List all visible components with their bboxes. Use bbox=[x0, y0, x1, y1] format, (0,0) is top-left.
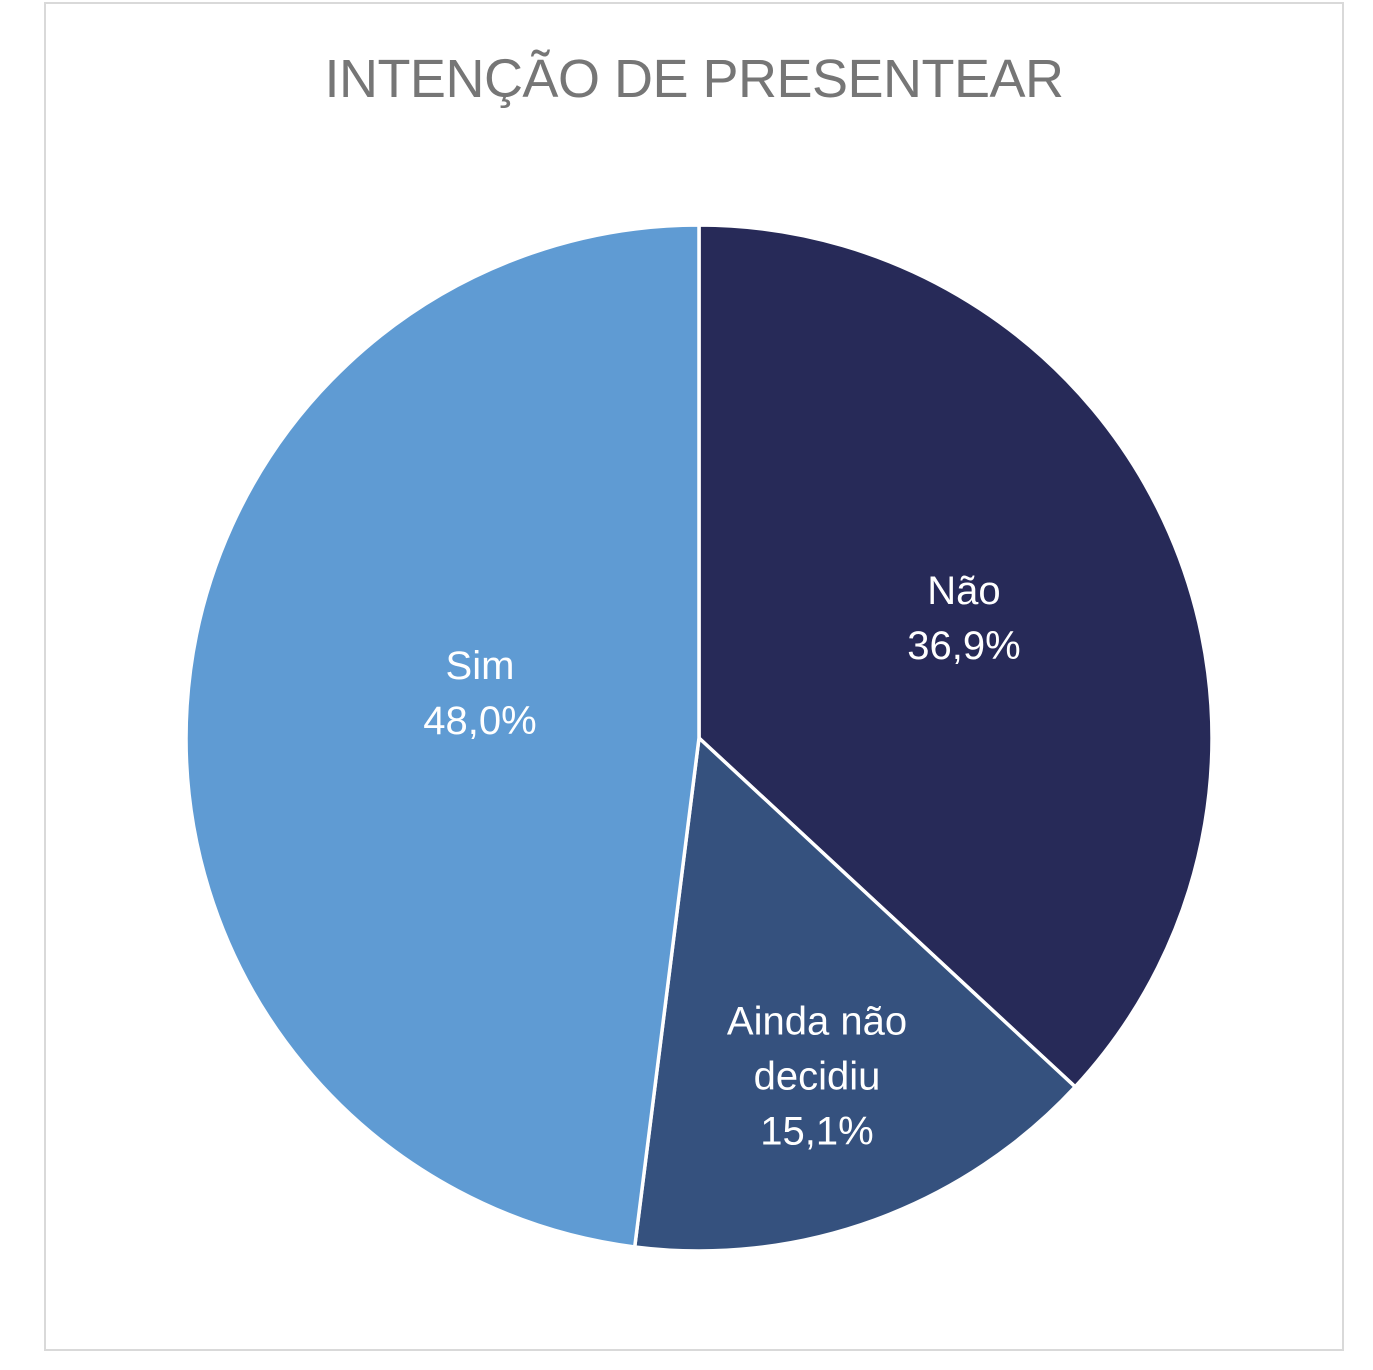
slice-name-sim: Sim bbox=[445, 644, 515, 688]
slice-name-nao: Não bbox=[927, 569, 1001, 613]
slice-name-ainda-nao-decidiu: Ainda não decidiu bbox=[726, 999, 908, 1099]
pie-slice-ainda-nao-decidiu bbox=[632, 736, 1077, 1253]
slice-percent-sim: 48,0% bbox=[423, 699, 537, 743]
pie-slice-nao bbox=[697, 223, 1214, 1089]
pie-slice-sim bbox=[184, 223, 701, 1249]
slice-label-sim: Sim 48,0% bbox=[330, 639, 630, 749]
slice-percent-ainda-nao-decidiu: 15,1% bbox=[760, 1109, 874, 1154]
pie-chart bbox=[184, 223, 1214, 1253]
chart-frame: INTENÇÃO DE PRESENTEAR Não 36,9% Ainda n… bbox=[44, 2, 1344, 1351]
chart-title: INTENÇÃO DE PRESENTEAR bbox=[324, 49, 1064, 109]
slice-label-ainda-nao-decidiu: Ainda não decidiu 15,1% bbox=[686, 995, 948, 1160]
slice-label-nao: Não 36,9% bbox=[814, 564, 1114, 674]
slice-percent-nao: 36,9% bbox=[907, 624, 1021, 668]
